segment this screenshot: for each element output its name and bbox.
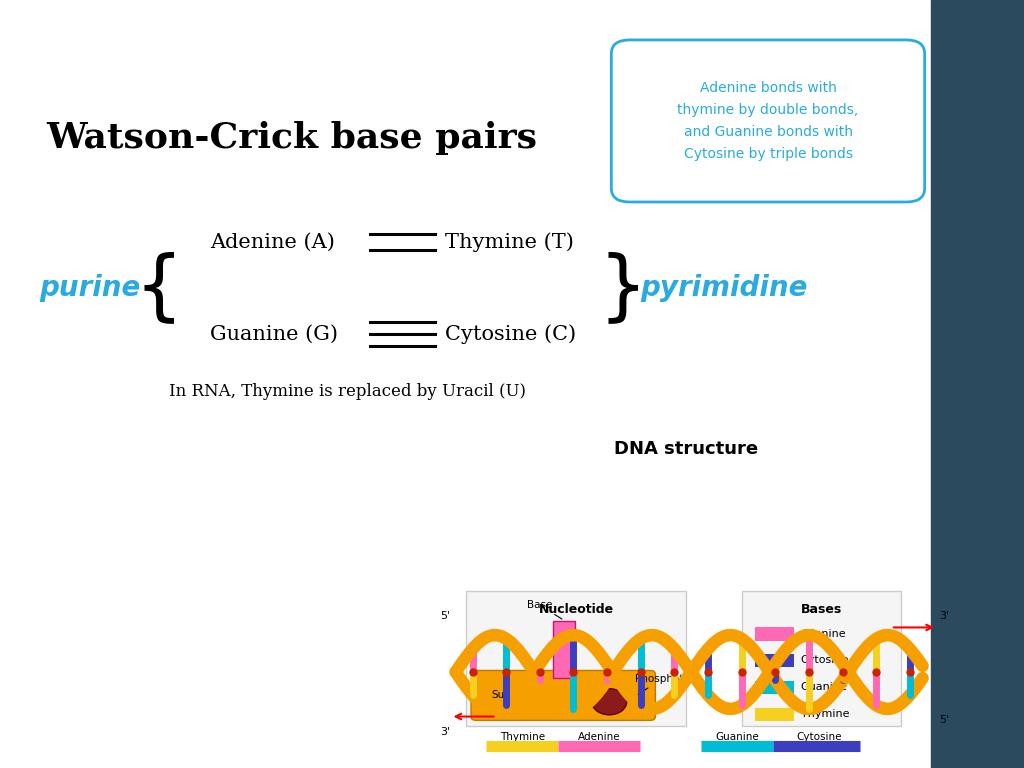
Text: Guanine: Guanine (716, 732, 759, 742)
Text: Adenine (A): Adenine (A) (210, 233, 335, 251)
Bar (755, 708, 794, 721)
Text: {: { (134, 251, 183, 325)
Bar (755, 627, 794, 641)
Text: 3': 3' (939, 611, 949, 621)
FancyBboxPatch shape (471, 670, 655, 720)
Text: Guanine: Guanine (801, 682, 848, 693)
Text: 5': 5' (440, 611, 451, 621)
Text: Bases: Bases (801, 603, 843, 616)
Text: Guanine (G): Guanine (G) (210, 325, 338, 343)
Bar (755, 654, 794, 667)
FancyBboxPatch shape (742, 591, 901, 726)
Text: Phosphate: Phosphate (629, 674, 690, 700)
Text: Sugar: Sugar (492, 690, 522, 700)
Text: Cytosine (C): Cytosine (C) (445, 324, 577, 344)
Text: Thymine: Thymine (801, 709, 849, 720)
Text: In RNA, Thymine is replaced by Uracil (U): In RNA, Thymine is replaced by Uracil (U… (169, 383, 526, 400)
Text: Adenine bonds with
thymine by double bonds,
and Guanine bonds with
Cytosine by t: Adenine bonds with thymine by double bon… (677, 81, 859, 161)
Text: Thymine (T): Thymine (T) (445, 232, 574, 252)
Text: Adenine: Adenine (801, 628, 847, 639)
Bar (553, 621, 575, 678)
Circle shape (592, 689, 627, 715)
FancyBboxPatch shape (466, 591, 686, 726)
Text: Nucleotide: Nucleotide (539, 603, 613, 616)
Text: Thymine: Thymine (500, 732, 545, 742)
Text: DNA structure: DNA structure (614, 440, 758, 458)
Text: Adenine: Adenine (578, 732, 621, 742)
Text: Cytosine: Cytosine (797, 732, 842, 742)
Text: Cytosine: Cytosine (801, 655, 849, 666)
Text: Watson-Crick base pairs: Watson-Crick base pairs (46, 121, 538, 155)
Text: purine: purine (39, 274, 140, 302)
Text: Base: Base (527, 600, 562, 619)
Text: }: } (598, 251, 647, 325)
Text: 5': 5' (939, 715, 949, 726)
Bar (931, 0, 1024, 768)
FancyBboxPatch shape (611, 40, 925, 202)
Text: pyrimidine: pyrimidine (640, 274, 808, 302)
Bar (755, 681, 794, 694)
Text: 3': 3' (440, 727, 451, 737)
